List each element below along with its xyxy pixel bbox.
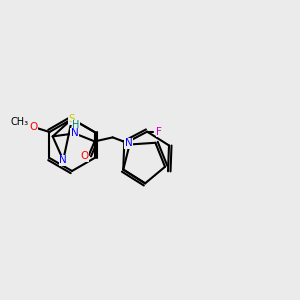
Text: O: O: [81, 152, 89, 161]
Text: F: F: [156, 127, 162, 137]
Text: CH₃: CH₃: [11, 117, 28, 127]
Text: H: H: [72, 120, 80, 130]
Text: N: N: [71, 128, 79, 138]
Text: O: O: [29, 122, 38, 132]
Text: S: S: [69, 114, 75, 124]
Text: N: N: [59, 155, 67, 165]
Text: N: N: [125, 138, 133, 148]
